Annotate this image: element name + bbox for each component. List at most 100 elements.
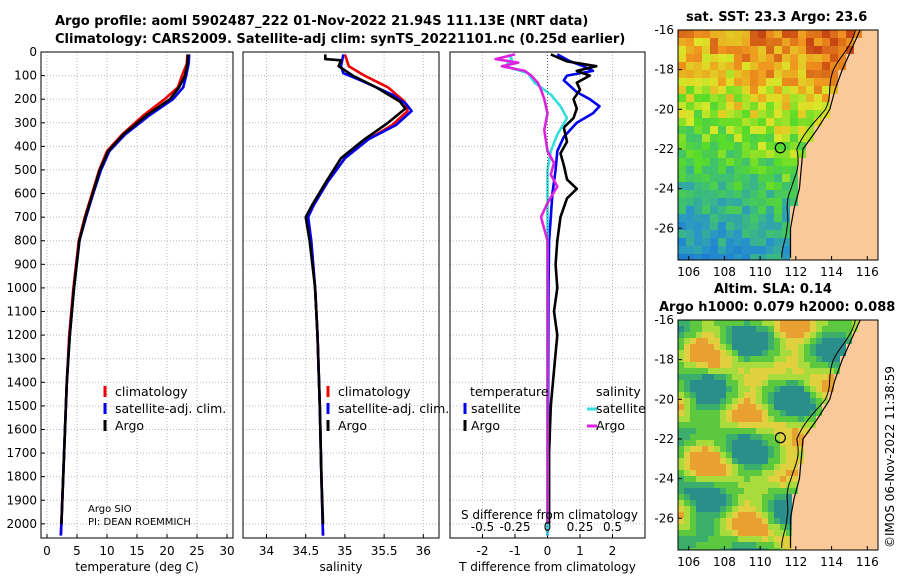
- map-cell: [822, 70, 830, 78]
- map-cell: [846, 190, 854, 198]
- map-cell: [828, 494, 834, 500]
- map-cell: [720, 488, 726, 494]
- map-cell: [696, 362, 702, 368]
- map-cell: [846, 338, 852, 344]
- map-cell: [870, 126, 878, 134]
- map-cell: [734, 38, 742, 46]
- map-cell: [744, 398, 750, 404]
- map-cell: [718, 94, 726, 102]
- map-cell: [732, 524, 738, 530]
- map-cell: [814, 134, 822, 142]
- difference-profile-xlabel: T difference from climatology: [458, 560, 636, 574]
- map-cell: [726, 464, 732, 470]
- map-cell: [702, 350, 708, 356]
- map-cell: [762, 392, 768, 398]
- map-cell: [798, 332, 804, 338]
- map-cell: [690, 512, 696, 518]
- map-cell: [852, 470, 858, 476]
- map-cell: [726, 238, 734, 246]
- map-cell: [798, 222, 806, 230]
- map-cell: [708, 356, 714, 362]
- map-cell: [750, 332, 756, 338]
- map-cell: [750, 488, 756, 494]
- map-cell: [774, 320, 780, 326]
- map-cell: [744, 350, 750, 356]
- map-cell: [810, 326, 816, 332]
- map-cell: [786, 434, 792, 440]
- map-cell: [838, 206, 846, 214]
- map-cell: [762, 386, 768, 392]
- map-cell: [862, 150, 870, 158]
- y-tick-label: -18: [654, 63, 674, 77]
- map-cell: [780, 494, 786, 500]
- map-cell: [702, 374, 708, 380]
- map-cell: [742, 102, 750, 110]
- map-cell: [686, 62, 694, 70]
- map-cell: [738, 404, 744, 410]
- map-cell: [694, 38, 702, 46]
- map-cell: [870, 94, 878, 102]
- map-cell: [758, 230, 766, 238]
- map-cell: [792, 350, 798, 356]
- map-cell: [814, 62, 822, 70]
- map-cell: [846, 70, 854, 78]
- map-cell: [766, 246, 774, 254]
- map-cell: [702, 150, 710, 158]
- map-cell: [798, 142, 806, 150]
- map-cell: [840, 350, 846, 356]
- map-cell: [742, 174, 750, 182]
- map-cell: [862, 214, 870, 222]
- map-cell: [758, 182, 766, 190]
- map-cell: [774, 46, 782, 54]
- map-cell: [810, 332, 816, 338]
- map-cell: [840, 476, 846, 482]
- map-cell: [714, 446, 720, 452]
- map-cell: [846, 410, 852, 416]
- map-cell: [684, 470, 690, 476]
- map-cell: [690, 326, 696, 332]
- map-cell: [790, 182, 798, 190]
- map-cell: [744, 530, 750, 536]
- map-cell: [768, 320, 774, 326]
- map-cell: [718, 254, 726, 260]
- map-cell: [810, 386, 816, 392]
- map-cell: [708, 374, 714, 380]
- map-cell: [750, 458, 756, 464]
- map-cell: [750, 476, 756, 482]
- map-cell: [708, 338, 714, 344]
- map-cell: [774, 222, 782, 230]
- map-cell: [750, 338, 756, 344]
- map-cell: [678, 78, 686, 86]
- map-cell: [828, 500, 834, 506]
- map-cell: [822, 254, 830, 260]
- x-tick-label: -1: [509, 544, 521, 558]
- map-cell: [864, 374, 870, 380]
- map-cell: [702, 70, 710, 78]
- map-cell: [846, 530, 852, 536]
- map-cell: [694, 54, 702, 62]
- map-cell: [822, 344, 828, 350]
- map-cell: [870, 326, 876, 332]
- map-cell: [774, 86, 782, 94]
- map-cell: [864, 518, 870, 524]
- map-cell: [786, 416, 792, 422]
- map-cell: [822, 150, 830, 158]
- map-cell: [690, 392, 696, 398]
- map-cell: [814, 118, 822, 126]
- map-cell: [696, 368, 702, 374]
- map-cell: [732, 344, 738, 350]
- map-cell: [828, 386, 834, 392]
- map-cell: [798, 174, 806, 182]
- map-cell: [732, 476, 738, 482]
- map-cell: [774, 62, 782, 70]
- map-cell: [774, 134, 782, 142]
- map-cell: [840, 542, 846, 548]
- map-cell: [828, 350, 834, 356]
- map-cell: [750, 198, 758, 206]
- map-cell: [690, 356, 696, 362]
- map-cell: [830, 190, 838, 198]
- map-cell: [806, 126, 814, 134]
- map-cell: [798, 350, 804, 356]
- map-cell: [734, 54, 742, 62]
- map-cell: [726, 458, 732, 464]
